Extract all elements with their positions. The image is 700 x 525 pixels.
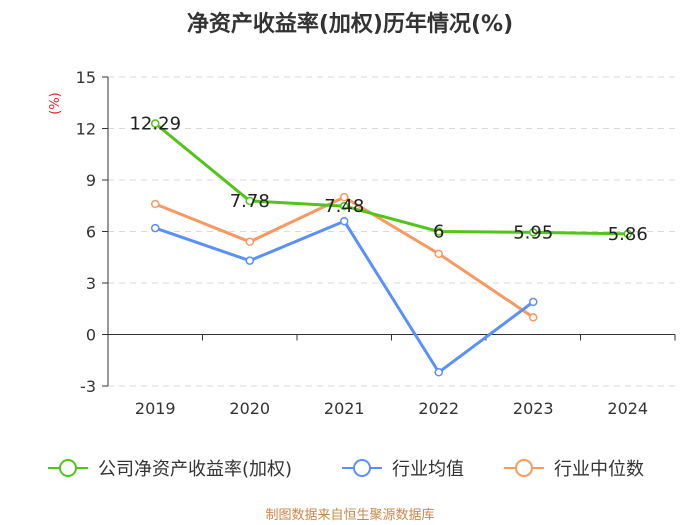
x-tick-label: 2022 [418, 399, 459, 418]
data-label: 5.86 [608, 224, 648, 245]
data-label: 6 [433, 222, 444, 243]
series-line [154, 219, 535, 374]
data-point [340, 201, 349, 211]
y-tick-label: 9 [86, 171, 96, 190]
data-point [434, 249, 443, 259]
data-point [434, 227, 443, 236]
data-point [245, 237, 254, 247]
chart-canvas: 15 12 9 6 3 0 -3 2019 2020 2021 2022 2023 2024 12.29 7… [48, 68, 676, 480]
x-tick-label: 2020 [229, 399, 270, 418]
chart-title: 净资产收益率(加权)历年情况(%) [186, 12, 514, 37]
legend-marker [353, 459, 371, 477]
y-tick-label: 3 [86, 274, 96, 293]
data-point [245, 196, 254, 206]
data-point [245, 256, 254, 265]
source-note: 制图数据来自恒生聚源数据库 [265, 508, 435, 523]
data-point [529, 313, 538, 322]
legend-label: 行业均值 [392, 459, 464, 480]
data-label: 5.95 [513, 222, 553, 243]
data-label: 7.48 [324, 196, 364, 217]
y-tick-label: 0 [86, 326, 96, 345]
data-point [623, 229, 632, 239]
legend-marker [515, 459, 533, 477]
y-tick-label: -3 [80, 377, 96, 396]
x-tick-label: 2019 [135, 399, 176, 418]
data-point [151, 119, 160, 128]
data-point [340, 216, 349, 226]
data-point [434, 368, 443, 377]
data-point [151, 199, 160, 209]
y-tick-label: 6 [86, 223, 96, 242]
data-point [151, 223, 160, 233]
legend-label: 公司净资产收益率(加权) [98, 459, 292, 480]
legend-label: 行业中位数 [554, 459, 644, 480]
data-point [529, 297, 538, 307]
y-tick-label: 12 [76, 120, 96, 139]
data-point [529, 228, 538, 237]
x-tick-label: 2024 [607, 399, 648, 418]
data-point [340, 192, 349, 202]
data-label: 7.78 [230, 191, 270, 212]
data-label: 12.29 [129, 114, 181, 135]
x-tick-label: 2023 [513, 399, 554, 418]
series-line [154, 122, 628, 236]
x-tick-label: 2021 [324, 399, 365, 418]
y-tick-label: 15 [76, 68, 96, 87]
legend-marker [59, 459, 77, 477]
